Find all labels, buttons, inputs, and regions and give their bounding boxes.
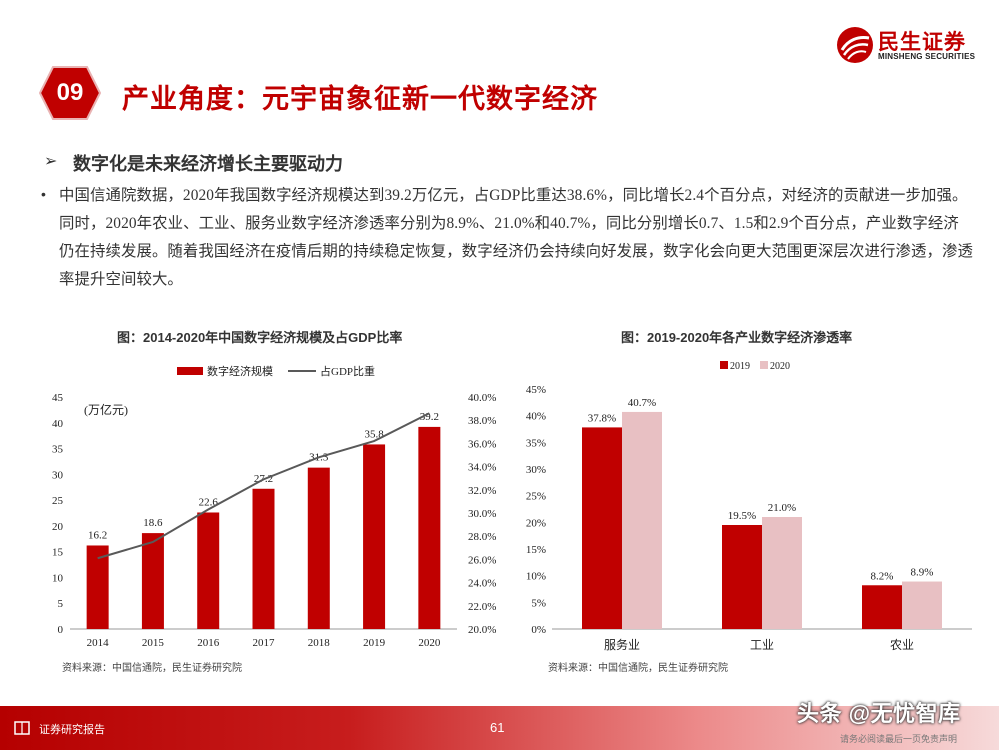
gdp-share-line bbox=[97, 412, 430, 560]
legend-2020-label: 2020 bbox=[770, 361, 790, 372]
book-icon bbox=[14, 721, 30, 735]
section-number-badge bbox=[39, 66, 101, 120]
bar-value-label: 40.7% bbox=[628, 397, 656, 409]
x-tick-label: 2020 bbox=[418, 637, 441, 649]
x-category-label: 工业 bbox=[750, 638, 774, 652]
y-tick-label: 30% bbox=[526, 464, 546, 476]
chart-1-source: 资料来源：中国信通院，民生证券研究院 bbox=[62, 663, 242, 674]
chart-1-legend: 数字经济规模 占GDP比重 bbox=[177, 364, 375, 378]
chart-2-legend: 2019 2020 bbox=[720, 361, 790, 372]
bar-value-label: 8.2% bbox=[871, 570, 894, 582]
body-paragraph: 中国信通院数据，2020年我国数字经济规模达到39.2万亿元，占GDP比重达38… bbox=[59, 187, 973, 288]
y-tick-label: 45% bbox=[526, 384, 546, 396]
digital-economy-bar bbox=[418, 426, 441, 629]
y-right-tick-label: 30.0% bbox=[468, 508, 496, 520]
legend-bar-label: 数字经济规模 bbox=[207, 364, 273, 378]
arrow-bullet-icon: ➢ bbox=[44, 153, 58, 170]
digital-economy-bar bbox=[197, 512, 220, 629]
watermark: 头条 @无忧智库 bbox=[797, 701, 961, 726]
y-left-tick-label: 45 bbox=[52, 392, 64, 404]
legend-line-label: 占GDP比重 bbox=[320, 364, 375, 378]
x-tick-label: 2018 bbox=[308, 637, 331, 649]
digital-economy-bar bbox=[307, 467, 330, 629]
y-right-tick-label: 32.0% bbox=[468, 485, 496, 497]
y-right-tick-label: 26.0% bbox=[468, 554, 496, 566]
brand-name-en: MINSHENG SECURITIES bbox=[878, 52, 976, 61]
digital-economy-bar bbox=[252, 488, 275, 629]
bar-value-label: 35.8 bbox=[364, 428, 384, 440]
y-left-tick-label: 25 bbox=[52, 495, 64, 507]
y-right-tick-label: 20.0% bbox=[468, 624, 496, 636]
legend-bar-swatch bbox=[177, 367, 203, 375]
y-tick-label: 20% bbox=[526, 517, 546, 529]
y-tick-label: 35% bbox=[526, 437, 546, 449]
footer-label: 证券研究报告 bbox=[39, 724, 105, 736]
bar-value-label: 37.8% bbox=[588, 412, 616, 424]
bar-value-label: 21.0% bbox=[768, 502, 796, 514]
bar-value-label: 8.9% bbox=[911, 567, 934, 579]
y-tick-label: 0% bbox=[531, 624, 546, 636]
y-right-tick-label: 38.0% bbox=[468, 415, 496, 427]
y-left-tick-label: 5 bbox=[58, 598, 64, 610]
y-right-tick-label: 36.0% bbox=[468, 438, 496, 450]
y-tick-label: 15% bbox=[526, 544, 546, 556]
page-number: 61 bbox=[490, 720, 505, 735]
bar-value-label: 19.5% bbox=[728, 510, 756, 522]
bullet-icon: • bbox=[41, 186, 46, 202]
bar-value-label: 18.6 bbox=[143, 517, 163, 529]
penetration-bar-2020 bbox=[622, 411, 662, 629]
chart-2-source: 资料来源：中国信通院，民生证券研究院 bbox=[548, 663, 728, 674]
chart-1-unit-label: (万亿元) bbox=[84, 402, 128, 417]
y-right-tick-label: 40.0% bbox=[468, 392, 496, 404]
subtitle: 数字化是未来经济增长主要驱动力 bbox=[73, 154, 343, 174]
x-tick-label: 2015 bbox=[142, 637, 165, 649]
y-left-tick-label: 20 bbox=[52, 521, 64, 533]
x-tick-label: 2014 bbox=[87, 637, 110, 649]
digital-economy-bar bbox=[141, 533, 164, 629]
y-left-tick-label: 15 bbox=[52, 547, 64, 559]
chart-1: 数字经济规模 占GDP比重 (万亿元) 0 5 10 15 20 25 30 35 40 45 2… bbox=[52, 364, 496, 649]
y-tick-label: 40% bbox=[526, 411, 546, 423]
x-category-label: 服务业 bbox=[604, 637, 640, 652]
y-left-tick-label: 10 bbox=[52, 572, 64, 584]
x-tick-label: 2019 bbox=[363, 637, 386, 649]
chart-2-title: 图：2019-2020年各产业数字经济渗透率 bbox=[621, 330, 853, 345]
digital-economy-bar bbox=[86, 545, 109, 629]
x-category-label: 农业 bbox=[890, 638, 914, 652]
brand-name-cn: 民生证券 bbox=[878, 31, 966, 54]
y-left-tick-label: 30 bbox=[52, 469, 64, 481]
legend-2019-label: 2019 bbox=[730, 361, 750, 372]
y-tick-label: 25% bbox=[526, 491, 546, 503]
penetration-bar-2020 bbox=[762, 517, 802, 629]
bar-value-label: 22.6 bbox=[199, 496, 219, 508]
legend-2019-swatch bbox=[720, 361, 728, 369]
y-tick-label: 5% bbox=[531, 597, 546, 609]
penetration-bar-2019 bbox=[862, 585, 902, 629]
y-tick-label: 10% bbox=[526, 571, 546, 583]
minsheng-logo: 民生证券 MINSHENG SECURITIES bbox=[836, 24, 986, 66]
penetration-bar-2019 bbox=[722, 525, 762, 629]
bar-value-label: 16.2 bbox=[88, 529, 107, 541]
minsheng-logo-icon bbox=[837, 27, 873, 63]
y-left-tick-label: 0 bbox=[58, 624, 64, 636]
bar-value-label: 39.2 bbox=[420, 411, 439, 423]
penetration-bar-2020 bbox=[902, 581, 942, 629]
y-left-tick-label: 40 bbox=[52, 418, 64, 430]
footer-bar: 证券研究报告 61 请务必阅读最后一页免责声明 bbox=[0, 706, 999, 750]
legend-2020-swatch bbox=[760, 361, 768, 369]
y-right-tick-label: 34.0% bbox=[468, 462, 496, 474]
y-right-tick-label: 24.0% bbox=[468, 578, 496, 590]
y-left-tick-label: 35 bbox=[52, 444, 64, 456]
disclaimer-note: 请务必阅读最后一页免责声明 bbox=[840, 734, 958, 744]
digital-economy-bar bbox=[363, 444, 386, 629]
y-right-tick-label: 28.0% bbox=[468, 531, 496, 543]
y-right-tick-label: 22.0% bbox=[468, 601, 496, 613]
section-number: 09 bbox=[56, 79, 84, 106]
penetration-bar-2019 bbox=[582, 427, 622, 629]
x-tick-label: 2016 bbox=[197, 637, 220, 649]
x-tick-label: 2017 bbox=[253, 637, 276, 649]
chart-1-title: 图：2014-2020年中国数字经济规模及占GDP比率 bbox=[117, 330, 403, 345]
chart-2: 2019 2020 0% 5% 10% 15% 20% 25% 30% 35% 40% 45% 3… bbox=[526, 361, 972, 652]
page-title: 产业角度：元宇宙象征新一代数字经济 bbox=[122, 84, 598, 114]
